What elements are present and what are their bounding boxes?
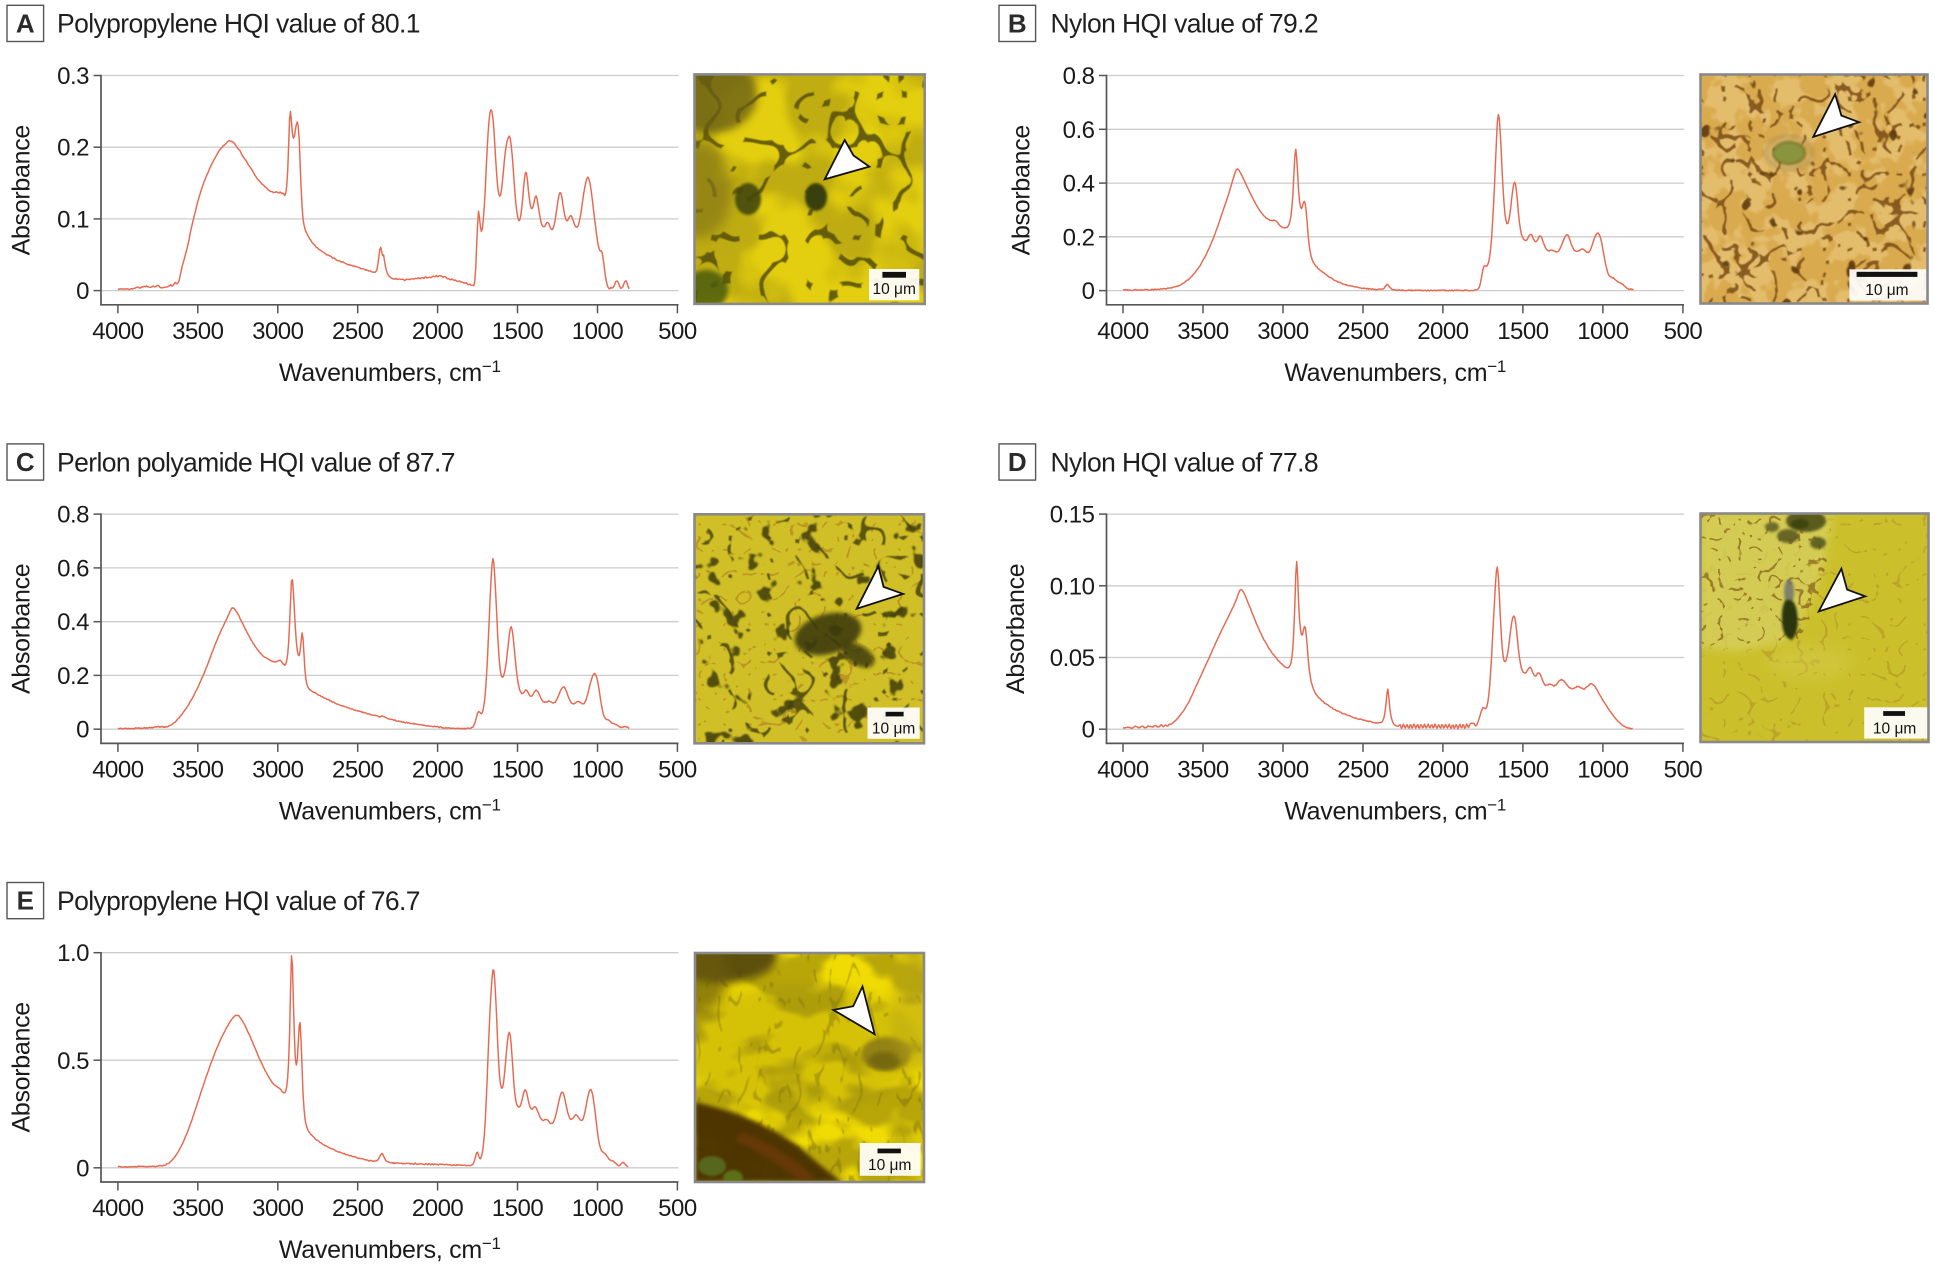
svg-text:1000: 1000	[572, 756, 624, 783]
svg-text:0.6: 0.6	[57, 555, 89, 582]
svg-text:4000: 4000	[1097, 318, 1149, 345]
svg-text:0.2: 0.2	[57, 135, 89, 162]
svg-text:3500: 3500	[172, 1195, 224, 1222]
svg-text:1000: 1000	[572, 1195, 624, 1222]
svg-text:Absorbance: Absorbance	[1002, 564, 1030, 694]
svg-text:500: 500	[658, 318, 697, 345]
svg-text:2500: 2500	[1337, 318, 1389, 345]
svg-text:10 μm: 10 μm	[872, 721, 915, 738]
svg-text:10 μm: 10 μm	[873, 281, 916, 298]
svg-text:Wavenumbers, cm−1: Wavenumbers, cm−1	[1284, 357, 1506, 387]
svg-text:2000: 2000	[412, 756, 464, 783]
svg-text:0: 0	[76, 278, 89, 305]
svg-text:3500: 3500	[172, 756, 224, 783]
svg-text:Wavenumbers, cm−1: Wavenumbers, cm−1	[1284, 795, 1506, 825]
svg-text:0: 0	[76, 1155, 89, 1182]
svg-text:4000: 4000	[92, 756, 144, 783]
svg-text:1000: 1000	[1577, 318, 1629, 345]
svg-text:0.10: 0.10	[1050, 573, 1095, 600]
svg-text:C: C	[16, 447, 35, 477]
svg-text:Polypropylene HQI value of 76.: Polypropylene HQI value of 76.7	[57, 886, 420, 916]
svg-text:0.2: 0.2	[1063, 224, 1095, 251]
svg-text:500: 500	[1664, 756, 1703, 783]
svg-text:Wavenumbers, cm−1: Wavenumbers, cm−1	[279, 795, 501, 825]
svg-text:A: A	[16, 8, 35, 38]
svg-text:0: 0	[76, 717, 89, 744]
svg-text:1000: 1000	[1577, 756, 1629, 783]
svg-text:2000: 2000	[1417, 756, 1469, 783]
svg-text:0.05: 0.05	[1050, 645, 1095, 672]
svg-text:B: B	[1008, 8, 1027, 38]
svg-text:Nylon HQI value of 79.2: Nylon HQI value of 79.2	[1051, 9, 1319, 39]
svg-text:3000: 3000	[252, 1195, 304, 1222]
svg-text:0.1: 0.1	[57, 206, 89, 233]
svg-text:0.4: 0.4	[57, 609, 89, 636]
svg-text:1.0: 1.0	[57, 940, 89, 967]
svg-text:0: 0	[1082, 278, 1095, 305]
svg-text:0.3: 0.3	[57, 63, 89, 90]
svg-text:D: D	[1008, 447, 1027, 477]
svg-text:Polypropylene HQI value of 80.: Polypropylene HQI value of 80.1	[57, 9, 420, 39]
svg-text:Absorbance: Absorbance	[8, 125, 36, 255]
svg-text:2000: 2000	[1417, 318, 1469, 345]
svg-text:500: 500	[658, 1195, 697, 1222]
svg-text:500: 500	[1664, 318, 1703, 345]
svg-text:0: 0	[1082, 717, 1095, 744]
svg-text:10 μm: 10 μm	[1873, 721, 1916, 738]
svg-text:0.5: 0.5	[57, 1048, 89, 1075]
svg-text:0.6: 0.6	[1063, 117, 1095, 144]
svg-text:3500: 3500	[1177, 756, 1229, 783]
svg-text:0.15: 0.15	[1050, 502, 1095, 529]
svg-text:3500: 3500	[172, 318, 224, 345]
svg-text:2000: 2000	[412, 1195, 464, 1222]
svg-text:0.8: 0.8	[57, 502, 89, 529]
svg-text:2500: 2500	[1337, 756, 1389, 783]
svg-text:1500: 1500	[492, 756, 544, 783]
svg-text:4000: 4000	[92, 1195, 144, 1222]
svg-text:Wavenumbers, cm−1: Wavenumbers, cm−1	[279, 1234, 501, 1264]
svg-text:Absorbance: Absorbance	[1008, 125, 1036, 255]
svg-text:10 μm: 10 μm	[868, 1157, 911, 1174]
svg-text:2000: 2000	[412, 318, 464, 345]
svg-text:2500: 2500	[332, 756, 384, 783]
svg-text:3000: 3000	[1257, 756, 1309, 783]
svg-text:1500: 1500	[1497, 318, 1549, 345]
svg-text:E: E	[17, 886, 34, 916]
svg-text:10 μm: 10 μm	[1865, 282, 1908, 299]
svg-text:0.2: 0.2	[57, 663, 89, 690]
svg-text:1500: 1500	[1497, 756, 1549, 783]
svg-text:3000: 3000	[1257, 318, 1309, 345]
svg-text:Wavenumbers, cm−1: Wavenumbers, cm−1	[279, 357, 501, 387]
svg-text:Absorbance: Absorbance	[8, 1002, 36, 1132]
svg-text:2500: 2500	[332, 318, 384, 345]
svg-text:Perlon polyamide HQI value of: Perlon polyamide HQI value of 87.7	[57, 447, 455, 477]
svg-text:1000: 1000	[572, 318, 624, 345]
svg-text:2500: 2500	[332, 1195, 384, 1222]
svg-text:1500: 1500	[492, 1195, 544, 1222]
svg-text:Nylon HQI value of 77.8: Nylon HQI value of 77.8	[1051, 447, 1319, 477]
svg-text:0.4: 0.4	[1063, 171, 1095, 198]
svg-text:1500: 1500	[492, 318, 544, 345]
svg-text:4000: 4000	[1097, 756, 1149, 783]
svg-text:500: 500	[658, 756, 697, 783]
svg-text:3500: 3500	[1177, 318, 1229, 345]
svg-text:0.8: 0.8	[1063, 63, 1095, 90]
svg-text:Absorbance: Absorbance	[8, 564, 36, 694]
svg-text:3000: 3000	[252, 318, 304, 345]
svg-text:3000: 3000	[252, 756, 304, 783]
svg-text:4000: 4000	[92, 318, 144, 345]
